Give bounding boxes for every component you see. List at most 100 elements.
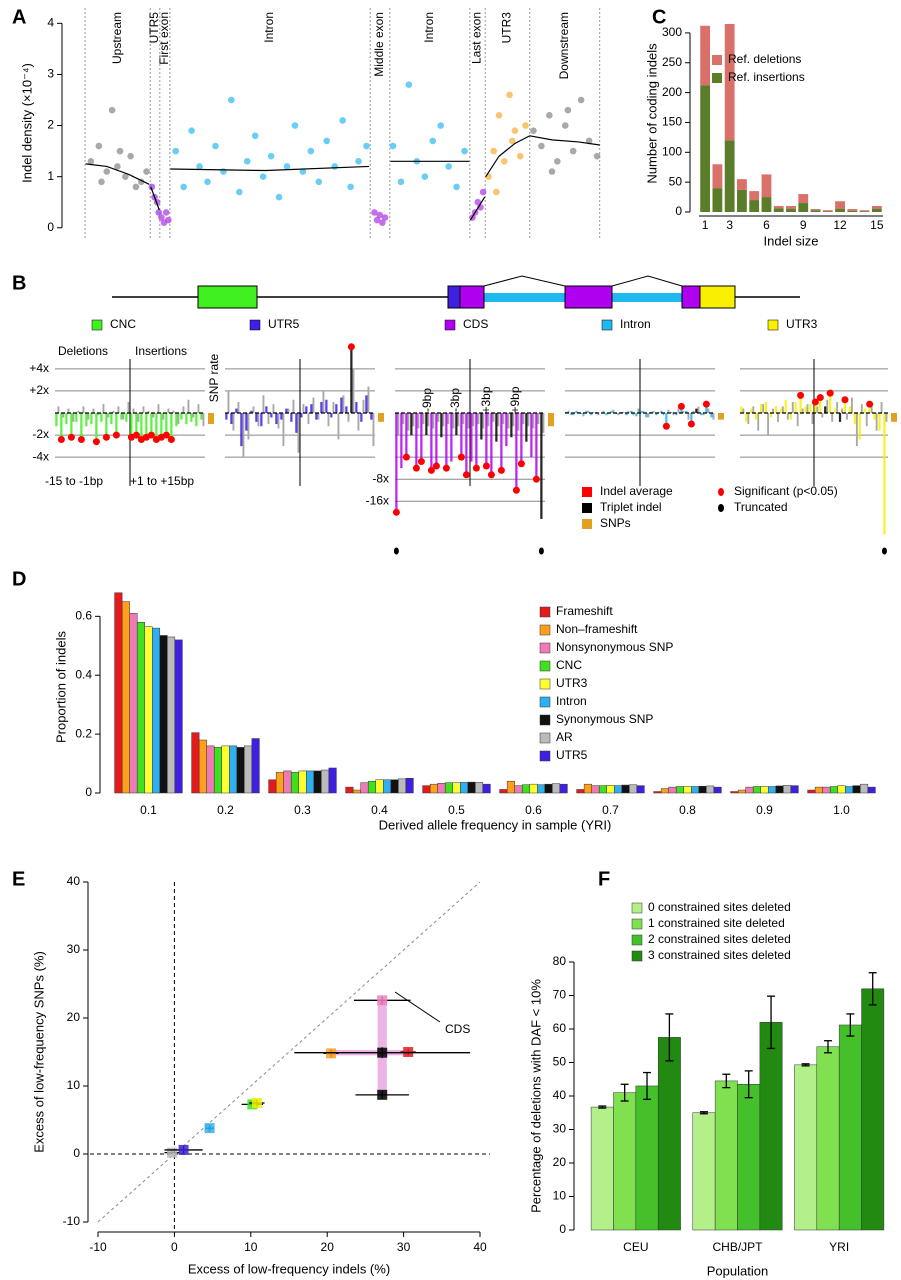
data-point	[148, 183, 156, 191]
x-tick-label: YRI	[829, 1240, 849, 1254]
bar-segment	[761, 174, 772, 198]
snp-average	[378, 413, 384, 422]
indel-bar	[480, 413, 483, 440]
indel-bar	[873, 413, 876, 420]
bar-segment	[749, 200, 760, 212]
indel-bar	[665, 413, 668, 427]
significant-dot	[162, 431, 170, 439]
data-point	[371, 209, 378, 216]
significant-dot	[147, 431, 155, 439]
y-tick-label: 70	[553, 988, 567, 1002]
legend-swatch	[539, 750, 551, 762]
snp-average	[891, 413, 897, 422]
bar	[352, 789, 361, 794]
significant-dot	[702, 400, 710, 408]
snp-bar	[87, 413, 90, 420]
snp-bar	[697, 406, 700, 413]
data-point	[511, 127, 519, 134]
indel-bar	[170, 413, 173, 440]
data-point	[158, 214, 165, 221]
indel-bar	[858, 413, 861, 440]
panel-letter: E	[12, 868, 25, 890]
indel-bar	[640, 410, 643, 413]
data-point	[188, 127, 195, 134]
indel-bar	[90, 413, 93, 425]
indel-bar	[350, 346, 353, 413]
data-point	[474, 198, 482, 206]
bar-segment	[712, 164, 723, 189]
bar-segment	[773, 208, 784, 212]
bar	[429, 783, 438, 794]
x-tick-label: 0.6	[525, 803, 542, 817]
snp-bar	[152, 413, 155, 418]
snp-bar	[277, 413, 280, 429]
annotation: SNP rate	[207, 353, 221, 402]
significant-dot	[432, 462, 440, 470]
data-point	[267, 152, 275, 160]
indel-bar	[430, 413, 433, 471]
data-point	[114, 163, 121, 170]
significant-dot	[811, 398, 819, 406]
key-label: SNPs	[600, 516, 631, 530]
data-point	[347, 183, 354, 191]
legend-swatch	[601, 319, 613, 331]
indel-bar	[690, 413, 693, 425]
legend-swatch	[539, 714, 551, 726]
bar	[606, 785, 615, 794]
bar-segment	[871, 206, 882, 210]
bar	[383, 779, 392, 794]
bar	[283, 770, 292, 794]
indel-bar	[195, 413, 198, 427]
legend-label: UTR3	[786, 317, 818, 331]
snp-bar	[637, 408, 640, 413]
indel-bar	[863, 408, 866, 413]
legend-swatch	[767, 319, 779, 331]
x-tick-label: -10	[89, 1240, 107, 1254]
snp-bar	[347, 413, 350, 422]
snp-bar	[487, 413, 490, 427]
bar	[867, 786, 876, 794]
snp-bar	[816, 406, 819, 413]
data-point	[490, 147, 498, 155]
bar	[244, 745, 253, 794]
data-point	[95, 142, 103, 150]
bar	[636, 785, 645, 794]
data-point	[132, 183, 140, 191]
diagonal	[97, 881, 481, 1223]
data-point	[461, 147, 468, 155]
y-tick-label: 80	[553, 954, 567, 968]
snp-bar	[880, 401, 883, 413]
y-tick-label: 60	[553, 1021, 567, 1035]
data-point	[405, 81, 413, 88]
legend-label: 2 constrained sites deleted	[648, 932, 791, 946]
bar	[121, 601, 130, 794]
data-point	[122, 173, 129, 180]
y-tick-label: 2	[47, 118, 54, 132]
bar	[114, 592, 123, 794]
snp-bar	[172, 410, 175, 413]
legend-swatch	[444, 319, 456, 331]
snp-bar	[402, 413, 405, 425]
bar-segment	[859, 210, 870, 212]
snp-bar	[532, 413, 535, 429]
key-label: Indel average	[600, 484, 673, 498]
data-point	[251, 1098, 262, 1108]
indel-bar	[520, 413, 523, 464]
snp-bar	[497, 413, 500, 427]
truncated-dot	[393, 547, 399, 555]
legend-swatch	[631, 934, 643, 946]
x-tick-label: 40	[473, 1240, 487, 1254]
bar	[657, 1037, 681, 1231]
x-tick-label: 0	[171, 1240, 178, 1254]
significant-dot	[402, 453, 410, 461]
bar-segment	[773, 206, 784, 209]
snp-bar	[587, 410, 590, 413]
data-point	[323, 137, 331, 145]
snp-bar	[367, 386, 370, 413]
bar-segment	[737, 179, 747, 190]
indel-bar	[395, 413, 398, 513]
bar-segment	[786, 209, 796, 212]
significant-dot	[102, 433, 110, 441]
bar-segment	[871, 209, 882, 212]
